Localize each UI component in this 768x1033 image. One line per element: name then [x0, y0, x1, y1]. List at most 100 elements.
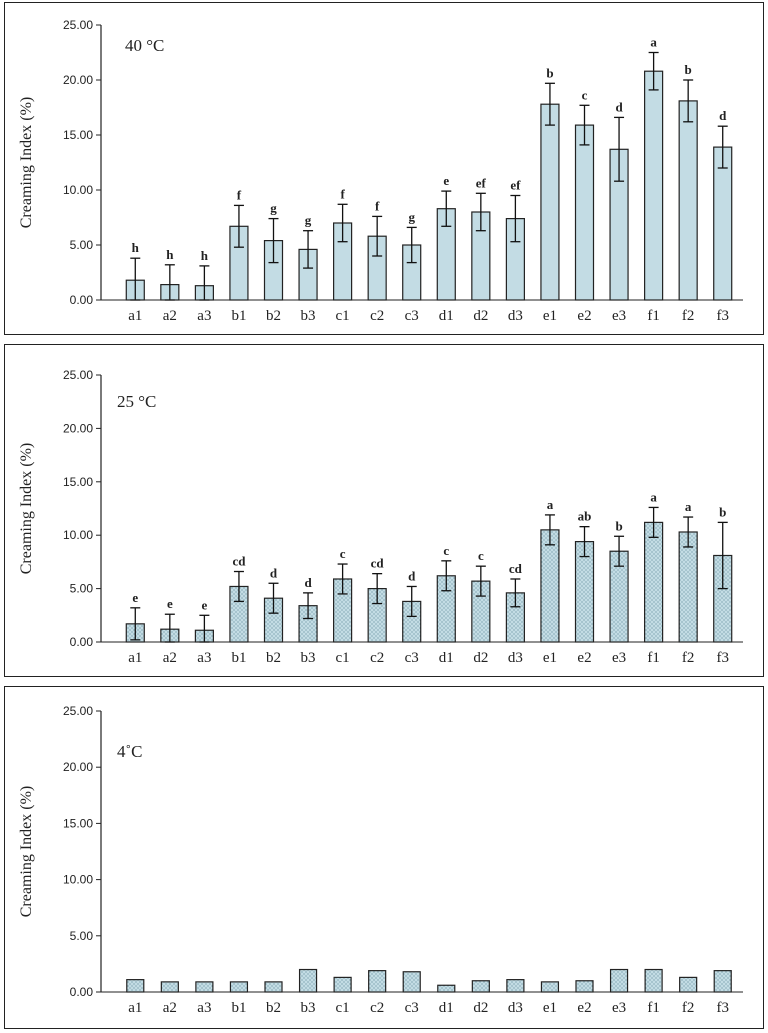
bar-e2 — [575, 980, 594, 993]
significance-label: d — [719, 108, 727, 123]
significance-label: f — [375, 198, 380, 213]
y-tick-label: 5.00 — [70, 582, 94, 596]
y-tick-label: 25.00 — [63, 18, 93, 32]
x-tick-label: f2 — [682, 650, 695, 666]
x-tick-label: f2 — [682, 1000, 695, 1016]
panel-temperature-label: 25 °C — [117, 392, 156, 411]
significance-label: a — [650, 489, 657, 504]
significance-label: h — [201, 248, 209, 263]
bar-d2 — [471, 980, 490, 993]
y-tick-label: 10.00 — [63, 528, 93, 542]
significance-label: a — [547, 497, 554, 512]
bar-f3 — [713, 970, 732, 993]
bar-f1 — [644, 968, 663, 993]
significance-label: b — [615, 518, 622, 533]
x-tick-label: d3 — [508, 650, 523, 666]
x-tick-label: d1 — [439, 650, 454, 666]
bar-f3 — [713, 146, 733, 301]
bar-d3 — [506, 979, 525, 993]
y-tick-label: 15.00 — [63, 128, 93, 142]
significance-label: h — [166, 247, 174, 262]
x-tick-label: c2 — [370, 308, 384, 324]
panel-temperature-label: 40 °C — [125, 36, 164, 55]
x-tick-label: a1 — [128, 308, 142, 324]
x-tick-label: e1 — [543, 1000, 557, 1016]
y-tick-label: 15.00 — [63, 816, 93, 830]
y-tick-label: 15.00 — [63, 475, 93, 489]
significance-label: cd — [509, 561, 523, 576]
significance-label: b — [719, 504, 726, 519]
significance-label: b — [685, 62, 692, 77]
bar-e2 — [574, 124, 595, 301]
significance-label: c — [443, 543, 449, 558]
y-tick-label: 25.00 — [63, 368, 93, 382]
significance-label: f — [340, 186, 345, 201]
chart-svg: 0.00 5.00 10.00 15.00 20.00 25.00 Creaming Ind… — [18, 704, 743, 1016]
bar-f2 — [678, 100, 698, 301]
bar-e1 — [540, 529, 560, 643]
panel-temperature-label: 4˚C — [117, 742, 143, 761]
x-tick-label: b2 — [266, 1000, 281, 1016]
significance-label: d — [270, 565, 278, 580]
x-tick-label: c1 — [336, 308, 350, 324]
significance-label: d — [615, 99, 623, 114]
x-tick-label: d1 — [439, 1000, 454, 1016]
x-tick-label: b3 — [301, 1000, 316, 1016]
x-tick-label: f2 — [682, 308, 695, 324]
significance-label: d — [304, 575, 312, 590]
significance-label: g — [305, 213, 312, 228]
y-tick-label: 20.00 — [63, 421, 93, 435]
significance-label: g — [270, 201, 277, 216]
x-tick-label: e1 — [543, 650, 557, 666]
x-tick-label: e2 — [577, 1000, 591, 1016]
significance-label: c — [478, 548, 484, 563]
x-tick-label: b1 — [231, 1000, 246, 1016]
y-tick-label: 0.00 — [70, 635, 94, 649]
y-axis-title: Creaming Index (%) — [18, 97, 35, 229]
x-tick-label: a3 — [197, 1000, 211, 1016]
x-tick-label: c2 — [370, 650, 384, 666]
x-tick-label: b3 — [301, 650, 316, 666]
y-tick-label: 5.00 — [70, 238, 94, 252]
bar-f2 — [678, 531, 698, 643]
x-tick-label: d2 — [473, 308, 488, 324]
significance-label: a — [650, 35, 657, 50]
significance-label: ab — [578, 509, 592, 524]
x-tick-label: f1 — [647, 650, 660, 666]
significance-label: g — [408, 209, 415, 224]
x-tick-label: c3 — [405, 650, 419, 666]
x-tick-label: e2 — [577, 650, 591, 666]
significance-label: h — [132, 240, 140, 255]
x-tick-label: c1 — [336, 650, 350, 666]
x-tick-label: d2 — [473, 650, 488, 666]
bar-e1 — [540, 103, 560, 301]
bar-a1 — [126, 979, 145, 993]
x-tick-label: f3 — [716, 650, 729, 666]
significance-label: ef — [476, 175, 487, 190]
x-tick-label: a2 — [163, 1000, 177, 1016]
bar-d1 — [437, 984, 456, 993]
y-tick-label: 5.00 — [70, 929, 94, 943]
x-tick-label: d3 — [508, 1000, 523, 1016]
bar-b2 — [264, 981, 283, 993]
y-tick-label: 10.00 — [63, 873, 93, 887]
y-axis-title: Creaming Index (%) — [18, 786, 35, 918]
y-tick-label: 10.00 — [63, 183, 93, 197]
bar-f1 — [644, 521, 664, 643]
x-tick-label: b2 — [266, 650, 281, 666]
significance-label: cd — [232, 554, 246, 569]
significance-label: c — [582, 87, 588, 102]
x-tick-label: d3 — [508, 308, 523, 324]
significance-label: ef — [510, 178, 521, 193]
x-tick-label: a2 — [163, 308, 177, 324]
x-tick-label: d1 — [439, 308, 454, 324]
x-tick-label: a1 — [128, 1000, 142, 1016]
bar-c1 — [333, 976, 352, 993]
x-tick-label: b1 — [231, 308, 246, 324]
significance-label: f — [237, 187, 242, 202]
bar-c3 — [402, 971, 421, 993]
x-tick-label: f3 — [716, 308, 729, 324]
x-tick-label: f1 — [647, 308, 660, 324]
bar-a3 — [195, 981, 214, 993]
y-tick-label: 0.00 — [70, 985, 94, 999]
